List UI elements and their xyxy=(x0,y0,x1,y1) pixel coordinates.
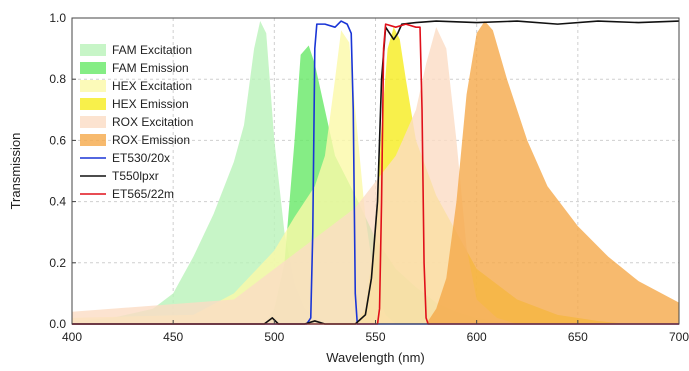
legend-label-t550lpxr: T550lpxr xyxy=(112,169,159,183)
legend-swatch-rox-emission xyxy=(80,134,106,146)
x-tick-label: 550 xyxy=(365,330,385,344)
y-tick-label: 0.6 xyxy=(49,133,66,147)
legend-label-hex-excitation: HEX Excitation xyxy=(112,79,192,93)
legend-label-fam-excitation: FAM Excitation xyxy=(112,43,192,57)
legend: FAM Excitation FAM Emission HEX Excitation… xyxy=(80,43,193,201)
y-tick-label: 0.8 xyxy=(49,72,66,86)
x-tick-label: 500 xyxy=(264,330,284,344)
x-axis-title: Wavelength (nm) xyxy=(326,350,425,365)
legend-swatch-fam-excitation xyxy=(80,44,106,56)
series-line-et565-22m xyxy=(72,23,679,325)
x-tick-label: 700 xyxy=(669,330,689,344)
legend-swatch-hex-excitation xyxy=(80,80,106,92)
y-tick-label: 0.0 xyxy=(49,317,66,331)
series-area-rox-excitation xyxy=(72,27,518,325)
legend-label-rox-excitation: ROX Excitation xyxy=(112,115,193,129)
x-tick-label: 400 xyxy=(62,330,82,344)
legend-swatch-rox-excitation xyxy=(80,116,106,128)
axis-ticks: 400 450 500 550 600 650 700 0.0 0.2 0.4 0.6 0.8 1.0 xyxy=(49,11,689,344)
x-tick-label: 450 xyxy=(163,330,183,344)
x-tick-label: 600 xyxy=(467,330,487,344)
x-tick-label: 650 xyxy=(568,330,588,344)
series-area-fam-excitation xyxy=(72,21,336,325)
series-line-et530-20x xyxy=(72,20,679,325)
legend-label-rox-emission: ROX Emission xyxy=(112,133,190,147)
y-tick-label: 0.2 xyxy=(49,256,66,270)
legend-label-et530-20x: ET530/20x xyxy=(112,151,170,165)
y-tick-label: 1.0 xyxy=(49,11,66,25)
y-axis-title: Transmission xyxy=(8,133,23,210)
y-tick-label: 0.4 xyxy=(49,195,66,209)
series-area-rox-emission xyxy=(426,21,679,325)
legend-swatch-fam-emission xyxy=(80,62,106,74)
legend-label-fam-emission: FAM Emission xyxy=(112,61,189,75)
legend-swatch-hex-emission xyxy=(80,98,106,110)
legend-label-hex-emission: HEX Emission xyxy=(112,97,189,111)
legend-label-et565-22m: ET565/22m xyxy=(112,187,174,201)
